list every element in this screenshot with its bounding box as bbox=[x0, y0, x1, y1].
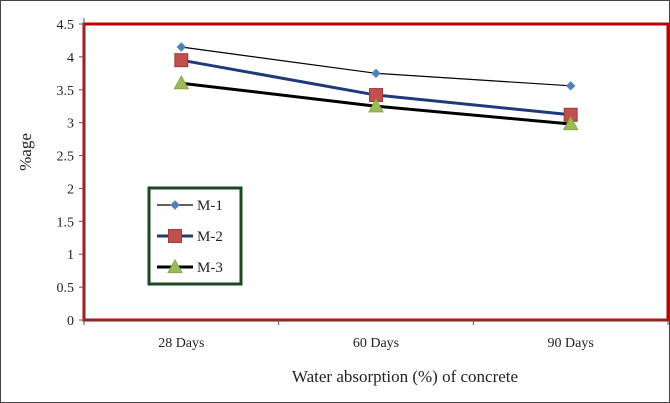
y-tick-label: 4.5 bbox=[57, 18, 75, 33]
x-tick-label: 28 Days bbox=[158, 336, 204, 351]
legend-label: M-2 bbox=[197, 229, 223, 245]
data-point-marker bbox=[174, 53, 189, 68]
data-point-marker bbox=[562, 115, 579, 131]
axes: 0 0.5 1 1.5 2 2.5 3 3.5 4 4.5 28 Days 60 Days 90 Day… bbox=[57, 18, 670, 351]
legend-entry: M-1 bbox=[157, 198, 223, 214]
data-point-marker bbox=[565, 81, 576, 91]
legend-label: M-3 bbox=[197, 260, 223, 276]
y-tick-label: 1.5 bbox=[57, 215, 75, 230]
y-axis-title: %age bbox=[16, 133, 35, 171]
data-point-marker bbox=[168, 229, 182, 243]
data-point-marker bbox=[173, 75, 190, 90]
y-tick-label: 1 bbox=[67, 248, 74, 263]
x-axis-title: Water absorption (%) of concrete bbox=[292, 367, 518, 386]
data-point-marker bbox=[167, 258, 183, 274]
legend-entry: M-2 bbox=[157, 229, 223, 245]
series-group bbox=[173, 42, 579, 131]
data-point-marker bbox=[176, 42, 187, 52]
data-point-marker bbox=[371, 68, 381, 79]
data-point-marker bbox=[170, 200, 180, 210]
y-tick-label: 2 bbox=[67, 182, 74, 197]
series-m-2 bbox=[174, 53, 578, 122]
legend-entry: M-3 bbox=[157, 258, 223, 276]
legend: M-1 M-2 M-3 bbox=[147, 186, 243, 286]
y-tick-label: 0 bbox=[67, 314, 74, 329]
y-tick-label: 4 bbox=[67, 51, 74, 66]
series-m-3 bbox=[173, 75, 579, 131]
y-tick-label: 3.5 bbox=[57, 84, 75, 99]
y-tick-label: 2.5 bbox=[57, 150, 75, 165]
series-m-1 bbox=[176, 42, 576, 91]
y-tick-label: 3 bbox=[67, 117, 74, 132]
data-point-marker bbox=[368, 98, 384, 113]
x-tick-label: 60 Days bbox=[353, 336, 399, 351]
legend-label: M-1 bbox=[197, 198, 223, 214]
y-tick-label: 0.5 bbox=[57, 281, 75, 296]
x-tick-label: 90 Days bbox=[548, 336, 594, 351]
